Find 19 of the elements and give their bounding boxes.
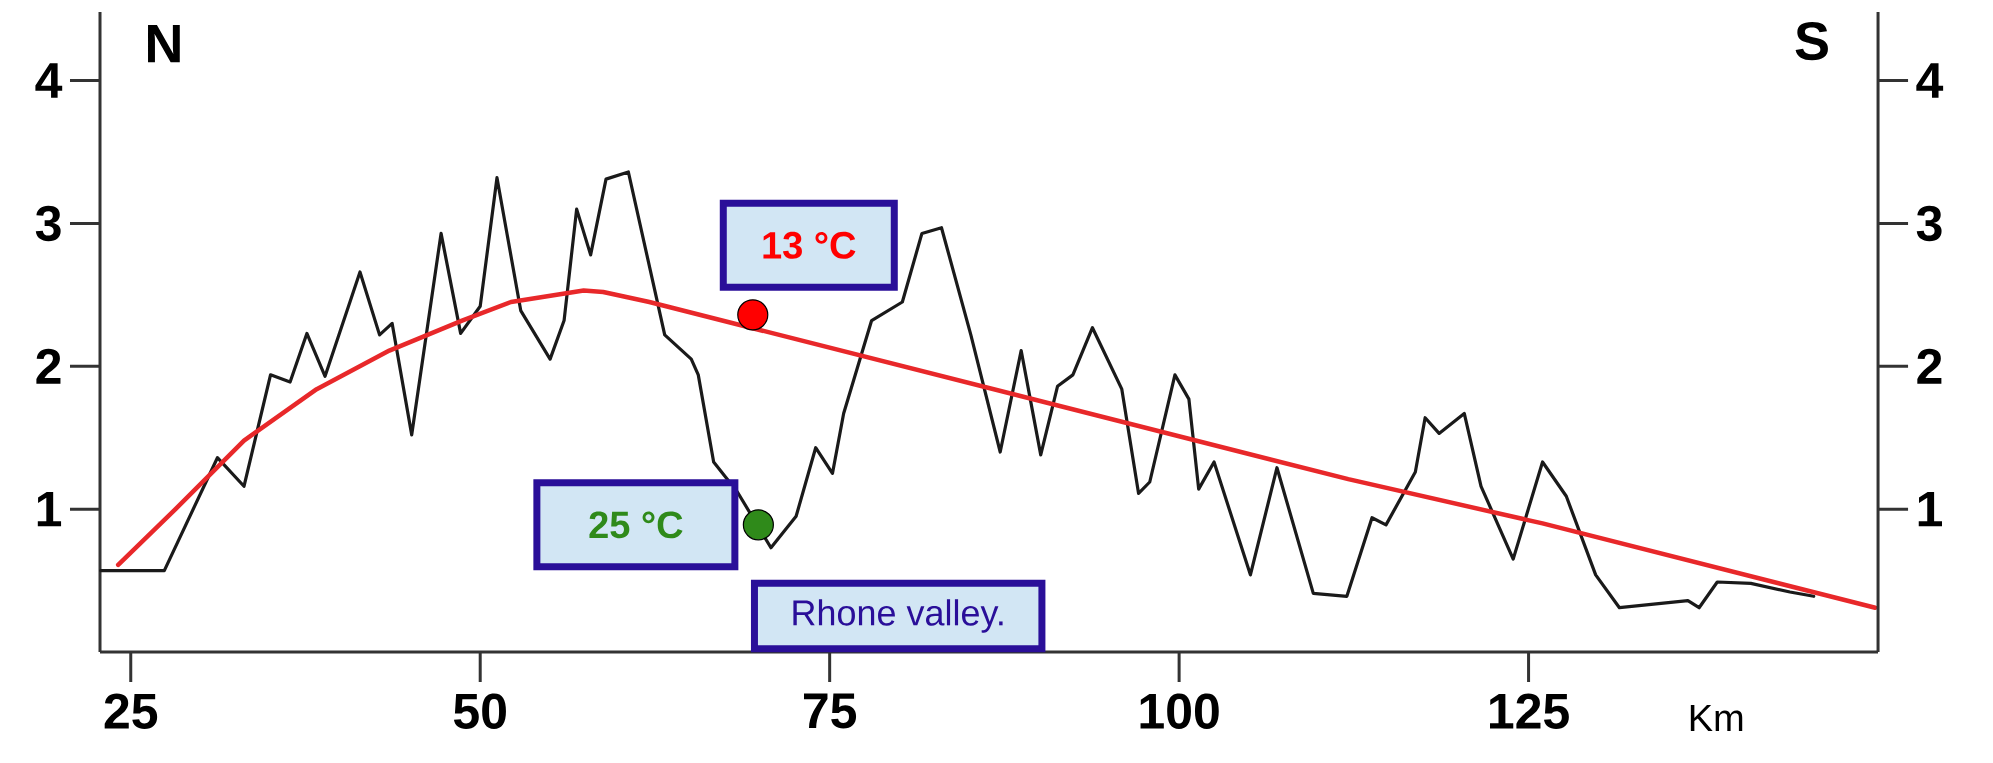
- x-tick-label: 125: [1490, 693, 1569, 729]
- annotation: Rhone valley.: [793, 599, 1003, 633]
- x-tick-label: 25: [104, 693, 158, 729]
- legend-label: 25 °C: [589, 511, 683, 539]
- y-tick-label: 3: [35, 205, 61, 242]
- series-label: 13 °C: [763, 231, 856, 259]
- annotation: N: [148, 25, 180, 63]
- y2-tick-label: 2: [1917, 348, 1942, 384]
- x-tick-label: 50: [453, 693, 506, 729]
- y2-tick-label: 1: [1918, 491, 1942, 527]
- annotation: S: [1795, 21, 1828, 61]
- y2-tick-label: 4: [1916, 63, 1944, 98]
- y-tick-label: 4: [35, 63, 63, 98]
- y-tick-label: 1: [37, 491, 62, 527]
- x-tick-label: 75: [804, 693, 857, 729]
- y2-tick-label: 3: [1916, 205, 1942, 242]
- x-axis-title: Km: [1690, 704, 1743, 732]
- y-tick-label: 2: [36, 348, 61, 384]
- x-tick-label: 100: [1140, 693, 1219, 729]
